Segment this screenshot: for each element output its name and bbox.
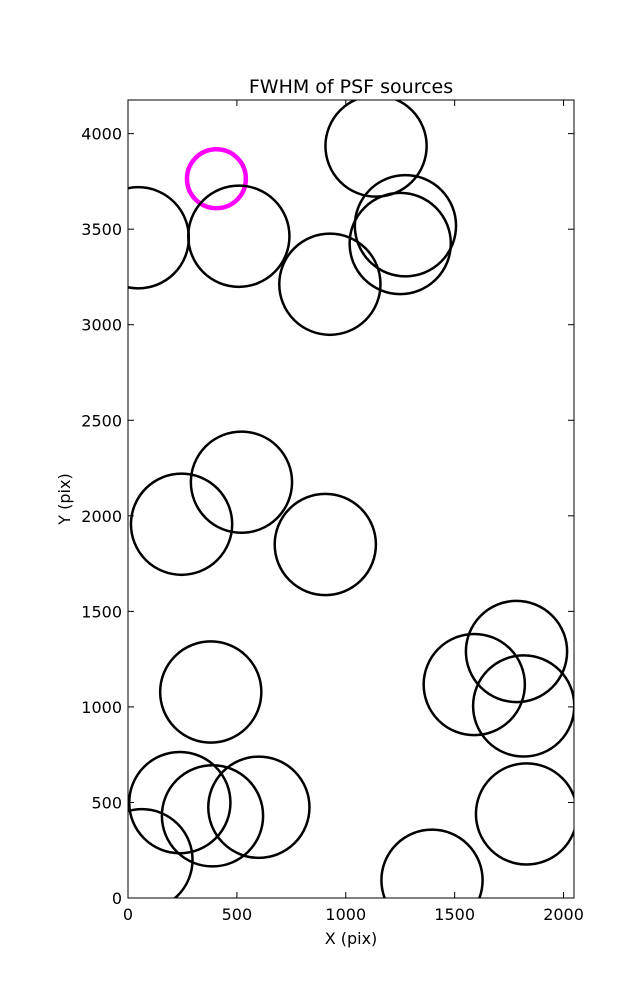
source-marker [348, 191, 453, 296]
source-marker [160, 763, 265, 868]
y-tick-label: 500 [91, 793, 122, 812]
source-marker [353, 173, 458, 278]
x-tick-label: 2000 [543, 905, 584, 924]
x-axis: 0 500 1000 1500 2000 [123, 100, 584, 924]
source-marker [474, 762, 574, 866]
plot-frame [127, 99, 575, 899]
x-axis-label: X (pix) [325, 929, 378, 948]
x-tick-label: 1500 [434, 905, 475, 924]
y-axis: 0 500 1000 1500 2000 2500 3000 3500 4000 [81, 125, 574, 908]
source-marker [158, 640, 263, 744]
source-marker-highlight [184, 147, 249, 211]
source-markers [128, 100, 574, 898]
y-tick-label: 4000 [81, 125, 122, 144]
source-marker [128, 807, 194, 898]
y-tick-label: 0 [112, 889, 122, 908]
source-marker [129, 472, 234, 577]
x-tick-label: 500 [222, 905, 253, 924]
source-marker [273, 492, 378, 597]
source-marker [207, 755, 311, 860]
y-axis-label: Y (pix) [55, 473, 74, 525]
chart-title: FWHM of PSF sources [249, 76, 453, 98]
source-marker [422, 632, 527, 737]
x-tick-label: 1000 [325, 905, 366, 924]
source-marker [380, 828, 484, 898]
source-marker [186, 184, 291, 289]
y-tick-label: 2500 [81, 411, 122, 430]
source-marker [128, 750, 232, 855]
y-tick-label: 1500 [81, 602, 122, 621]
y-tick-label: 3000 [81, 316, 122, 335]
y-tick-label: 3500 [81, 220, 122, 239]
x-tick-label: 0 [123, 905, 133, 924]
y-tick-label: 1000 [81, 698, 122, 717]
source-marker [464, 599, 569, 704]
source-marker [278, 232, 382, 337]
source-marker [471, 654, 574, 758]
y-tick-label: 2000 [81, 507, 122, 526]
source-marker [324, 100, 428, 198]
source-marker [189, 430, 294, 535]
